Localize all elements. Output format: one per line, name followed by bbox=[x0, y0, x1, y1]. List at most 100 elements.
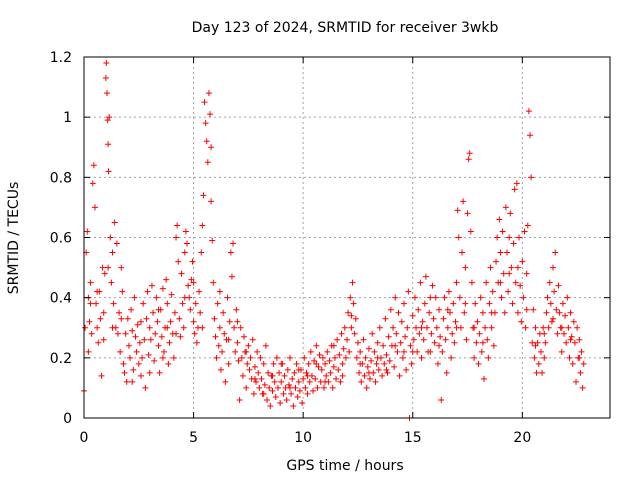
data-point bbox=[420, 336, 427, 343]
data-point bbox=[213, 354, 220, 361]
data-point bbox=[287, 354, 294, 361]
data-point bbox=[173, 330, 180, 337]
data-point bbox=[164, 300, 171, 307]
data-point bbox=[392, 294, 399, 301]
data-point bbox=[562, 312, 569, 319]
data-point bbox=[173, 234, 180, 241]
data-point bbox=[349, 279, 356, 286]
data-point bbox=[190, 318, 197, 325]
chart-title: Day 123 of 2024, SRMTID for receiver 3wk… bbox=[192, 20, 499, 36]
ticks-layer: 0 0.2 0.4 0.6 0.8 1 1.2 0 5 10 15 20 bbox=[50, 50, 610, 446]
data-point bbox=[525, 108, 532, 115]
data-point bbox=[441, 294, 448, 301]
data-point bbox=[534, 339, 541, 346]
data-point bbox=[193, 339, 200, 346]
data-point bbox=[463, 336, 470, 343]
data-point bbox=[301, 354, 308, 361]
data-point bbox=[170, 354, 177, 361]
data-point bbox=[341, 324, 348, 331]
data-point bbox=[535, 360, 542, 367]
data-point bbox=[350, 300, 357, 307]
data-point bbox=[489, 288, 496, 295]
data-point bbox=[100, 309, 107, 316]
data-point bbox=[106, 114, 113, 121]
data-point bbox=[437, 333, 444, 340]
y-tick-label: 1.2 bbox=[50, 50, 72, 66]
data-point bbox=[212, 333, 219, 340]
data-point bbox=[238, 354, 245, 361]
data-point bbox=[243, 348, 250, 355]
data-point bbox=[330, 363, 337, 370]
data-point bbox=[475, 360, 482, 367]
data-point bbox=[396, 372, 403, 379]
data-point bbox=[344, 336, 350, 343]
data-point bbox=[247, 354, 254, 361]
data-point bbox=[225, 336, 232, 343]
data-point bbox=[455, 234, 462, 241]
data-point bbox=[255, 369, 262, 376]
data-point bbox=[176, 315, 183, 322]
data-point bbox=[196, 288, 203, 295]
data-point bbox=[122, 330, 129, 337]
data-point bbox=[488, 324, 495, 331]
data-point bbox=[253, 378, 260, 385]
data-point bbox=[338, 330, 345, 337]
data-point bbox=[447, 309, 454, 316]
data-point bbox=[518, 318, 525, 325]
data-point bbox=[531, 354, 538, 361]
data-point bbox=[383, 351, 390, 358]
data-point bbox=[283, 396, 290, 403]
data-point bbox=[342, 354, 349, 361]
data-point bbox=[488, 309, 495, 316]
data-point bbox=[97, 315, 104, 322]
data-point bbox=[478, 348, 485, 355]
data-point bbox=[563, 339, 570, 346]
data-point bbox=[243, 384, 250, 391]
data-point bbox=[167, 318, 174, 325]
data-point bbox=[573, 378, 580, 385]
data-point bbox=[146, 324, 153, 331]
data-point bbox=[270, 360, 277, 367]
data-point bbox=[147, 336, 154, 343]
data-point bbox=[431, 339, 438, 346]
data-point bbox=[547, 300, 554, 307]
data-point bbox=[580, 360, 587, 367]
data-point bbox=[532, 324, 539, 331]
data-point bbox=[155, 342, 162, 349]
data-point bbox=[278, 360, 285, 367]
data-point bbox=[439, 348, 446, 355]
data-point bbox=[324, 348, 331, 355]
data-point bbox=[114, 330, 121, 337]
data-point bbox=[354, 339, 361, 346]
data-point bbox=[399, 354, 406, 361]
data-point bbox=[164, 324, 171, 331]
data-point bbox=[177, 333, 184, 340]
data-point bbox=[503, 249, 510, 256]
data-point bbox=[372, 378, 379, 385]
data-point bbox=[280, 390, 287, 397]
data-point bbox=[427, 294, 434, 301]
data-point bbox=[107, 234, 114, 241]
data-point bbox=[467, 228, 474, 235]
data-point bbox=[541, 354, 548, 361]
data-point bbox=[519, 258, 526, 265]
data-point bbox=[367, 375, 374, 382]
data-point bbox=[476, 330, 483, 337]
data-point bbox=[411, 294, 418, 301]
data-point bbox=[307, 348, 314, 355]
data-point bbox=[174, 222, 181, 229]
data-point bbox=[322, 360, 329, 367]
data-point bbox=[383, 366, 390, 373]
data-point bbox=[404, 324, 411, 331]
data-point bbox=[511, 186, 518, 193]
data-point bbox=[517, 282, 524, 289]
data-point bbox=[480, 375, 487, 382]
data-point bbox=[145, 351, 152, 358]
data-point bbox=[234, 339, 241, 346]
data-point bbox=[533, 369, 540, 376]
data-point bbox=[400, 300, 407, 307]
data-point bbox=[560, 330, 567, 337]
y-tick-label: 0.6 bbox=[50, 231, 72, 247]
data-point bbox=[522, 324, 529, 331]
